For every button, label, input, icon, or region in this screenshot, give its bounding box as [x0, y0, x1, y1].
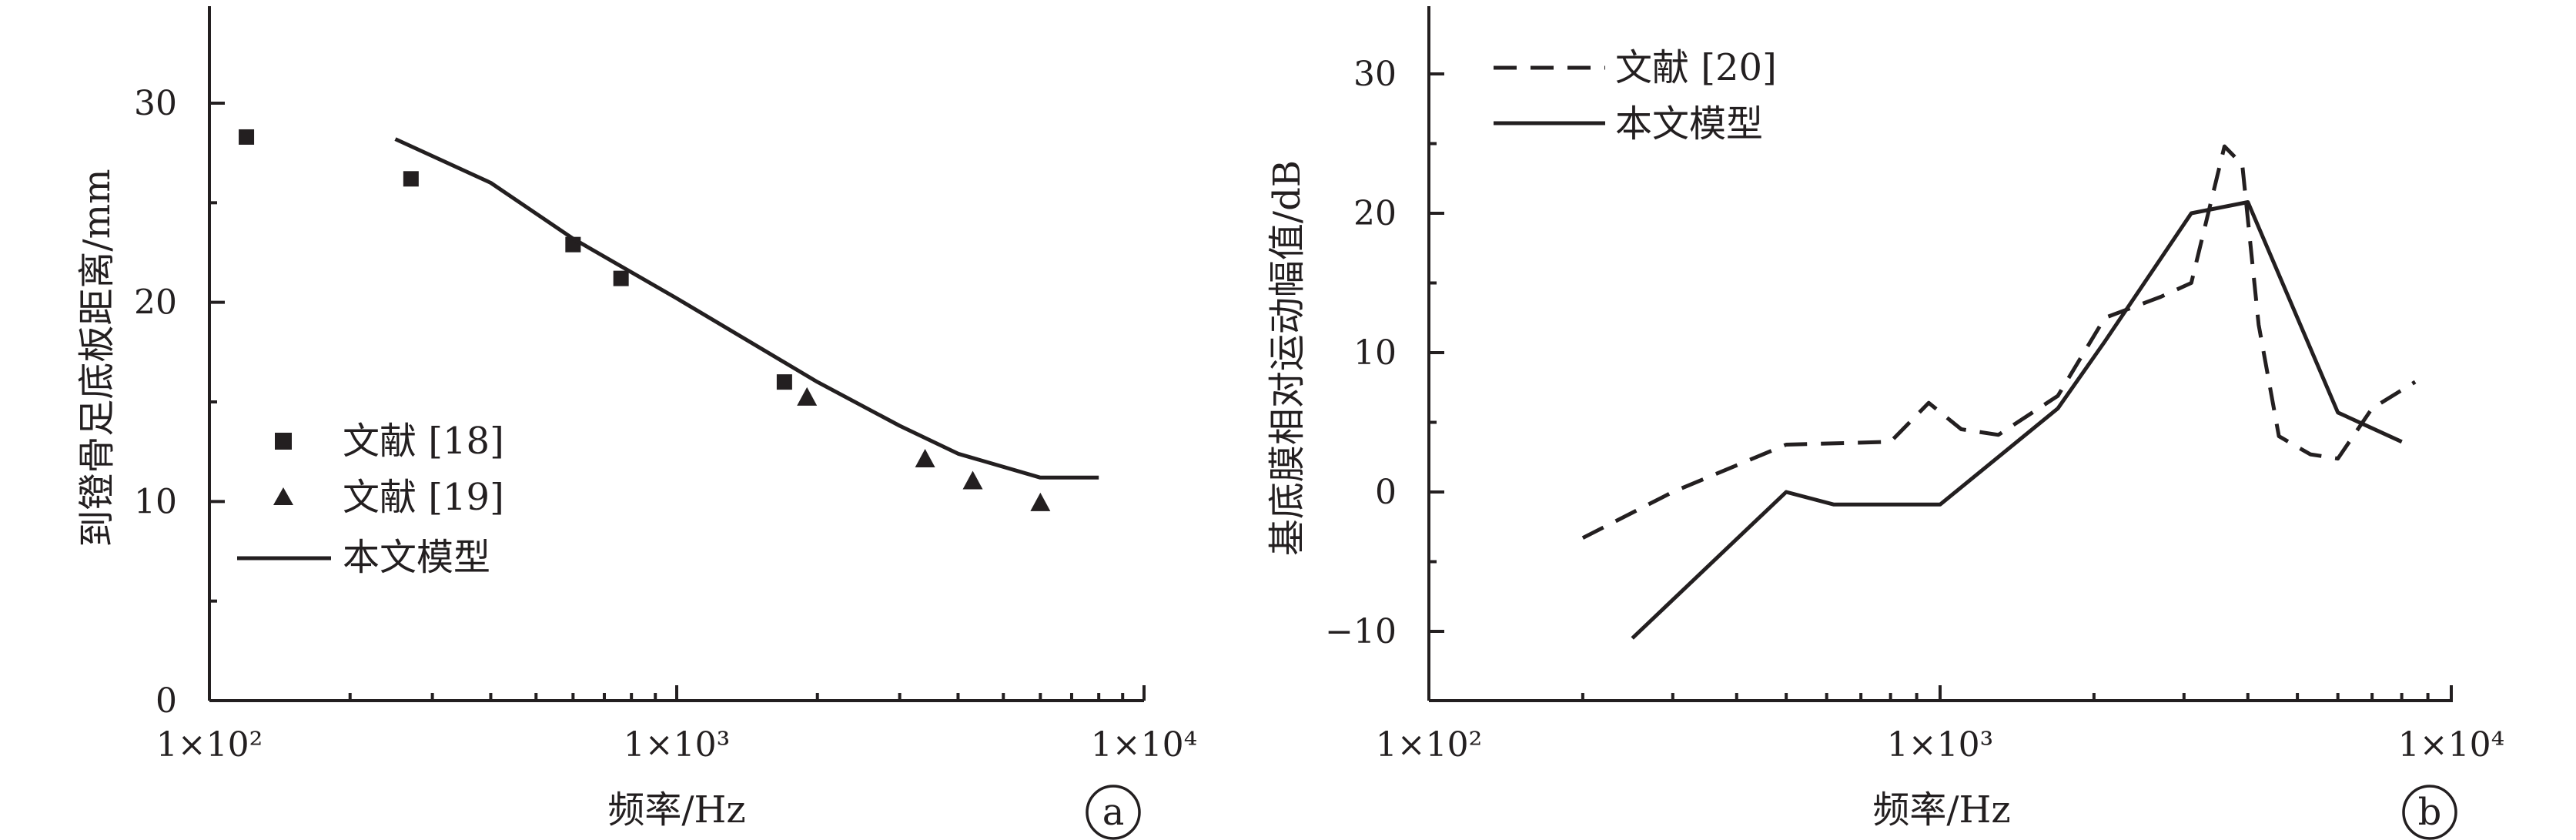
chart-b-x-tick-label: 1×10⁴ [2398, 725, 2505, 765]
chart-a-ticks [208, 102, 1146, 702]
chart-b-legend: 文献 [20] 本文模型 [1494, 46, 1777, 146]
chart-a-point-ref19 [797, 387, 818, 406]
chart-b-ticks [1427, 72, 2453, 701]
chart-b-series-model-line [1631, 200, 2403, 640]
legend-a-marker-ref19 [273, 487, 293, 505]
chart-b-marks [1581, 144, 2417, 640]
chart-a-tick-labels: 1×10² 1×10³ 1×10⁴ 0 10 20 30 [134, 84, 1197, 765]
chart-b-y-axis-label: 基底膜相对运动幅值/dB [1266, 160, 1309, 556]
chart-a-point-ref18 [776, 374, 792, 390]
chart-b-x-tick-label: 1×10² [1376, 725, 1483, 765]
chart-a-legend: 文献 [18] 文献 [19] 本文模型 [237, 420, 504, 579]
chart-a-y-tick-label: 0 [156, 681, 177, 721]
chart-b-series-ref20-line [1581, 144, 2417, 540]
panel-label-a-circle [1086, 785, 1141, 840]
chart-a-point-ref18 [613, 270, 629, 286]
chart-b-y-tick-label: 0 [1375, 473, 1397, 512]
chart-a-point-ref18 [403, 171, 419, 187]
chart-panel-b: 1×10² 1×10³ 1×10⁴ −10 0 10 20 30 频率/Hz 基底膜相对运动幅… [1266, 6, 2504, 840]
chart-a-point-ref18 [239, 129, 255, 145]
legend-a-label-model: 本文模型 [343, 536, 490, 579]
legend-a-label-ref18: 文献 [18] [343, 420, 504, 463]
chart-b-tick-labels: 1×10² 1×10³ 1×10⁴ −10 0 10 20 30 [1325, 55, 2504, 765]
chart-a-y-tick-label: 30 [134, 84, 177, 123]
chart-a-x-tick-label: 1×10³ [624, 725, 731, 765]
panel-label-b: b [2402, 785, 2457, 840]
chart-a-point-ref19 [915, 449, 935, 468]
chart-a-x-axis-label: 频率/Hz [607, 788, 745, 832]
legend-a-label-ref19: 文献 [19] [343, 476, 504, 519]
legend-b-label-model: 本文模型 [1615, 102, 1763, 146]
panel-label-b-circle [2402, 785, 2457, 840]
chart-b-y-tick-label: 20 [1353, 194, 1397, 233]
panel-label-a-text: a [1102, 791, 1125, 834]
chart-a-x-tick-label: 1×10⁴ [1091, 725, 1198, 765]
legend-a-marker-ref18 [275, 433, 292, 450]
chart-a-y-tick-label: 10 [134, 482, 177, 521]
chart-b-y-tick-label: 10 [1353, 333, 1397, 373]
chart-a-y-axis-label: 到镫骨足底板距离/mm [75, 169, 119, 547]
chart-b-x-axis-label: 频率/Hz [1872, 788, 2010, 832]
panel-label-a: a [1086, 785, 1141, 840]
chart-a-marks [239, 129, 1099, 511]
chart-a-point-ref19 [1030, 492, 1051, 511]
chart-a-x-tick-label: 1×10² [156, 725, 263, 765]
chart-b-y-tick-label: 30 [1353, 55, 1397, 94]
chart-b-y-tick-label: −10 [1325, 612, 1397, 651]
panel-label-b-text: b [2418, 791, 2442, 834]
legend-b-label-ref20: 文献 [20] [1615, 46, 1777, 89]
chart-panel-a: 1×10² 1×10³ 1×10⁴ 0 10 20 30 频率/Hz 到镫骨足底板距离/mm… [75, 6, 1197, 840]
chart-a-series-model-line [394, 137, 1099, 480]
chart-a-y-tick-label: 20 [134, 283, 177, 323]
chart-a-point-ref19 [962, 470, 983, 490]
chart-b-x-tick-label: 1×10³ [1887, 725, 1994, 765]
